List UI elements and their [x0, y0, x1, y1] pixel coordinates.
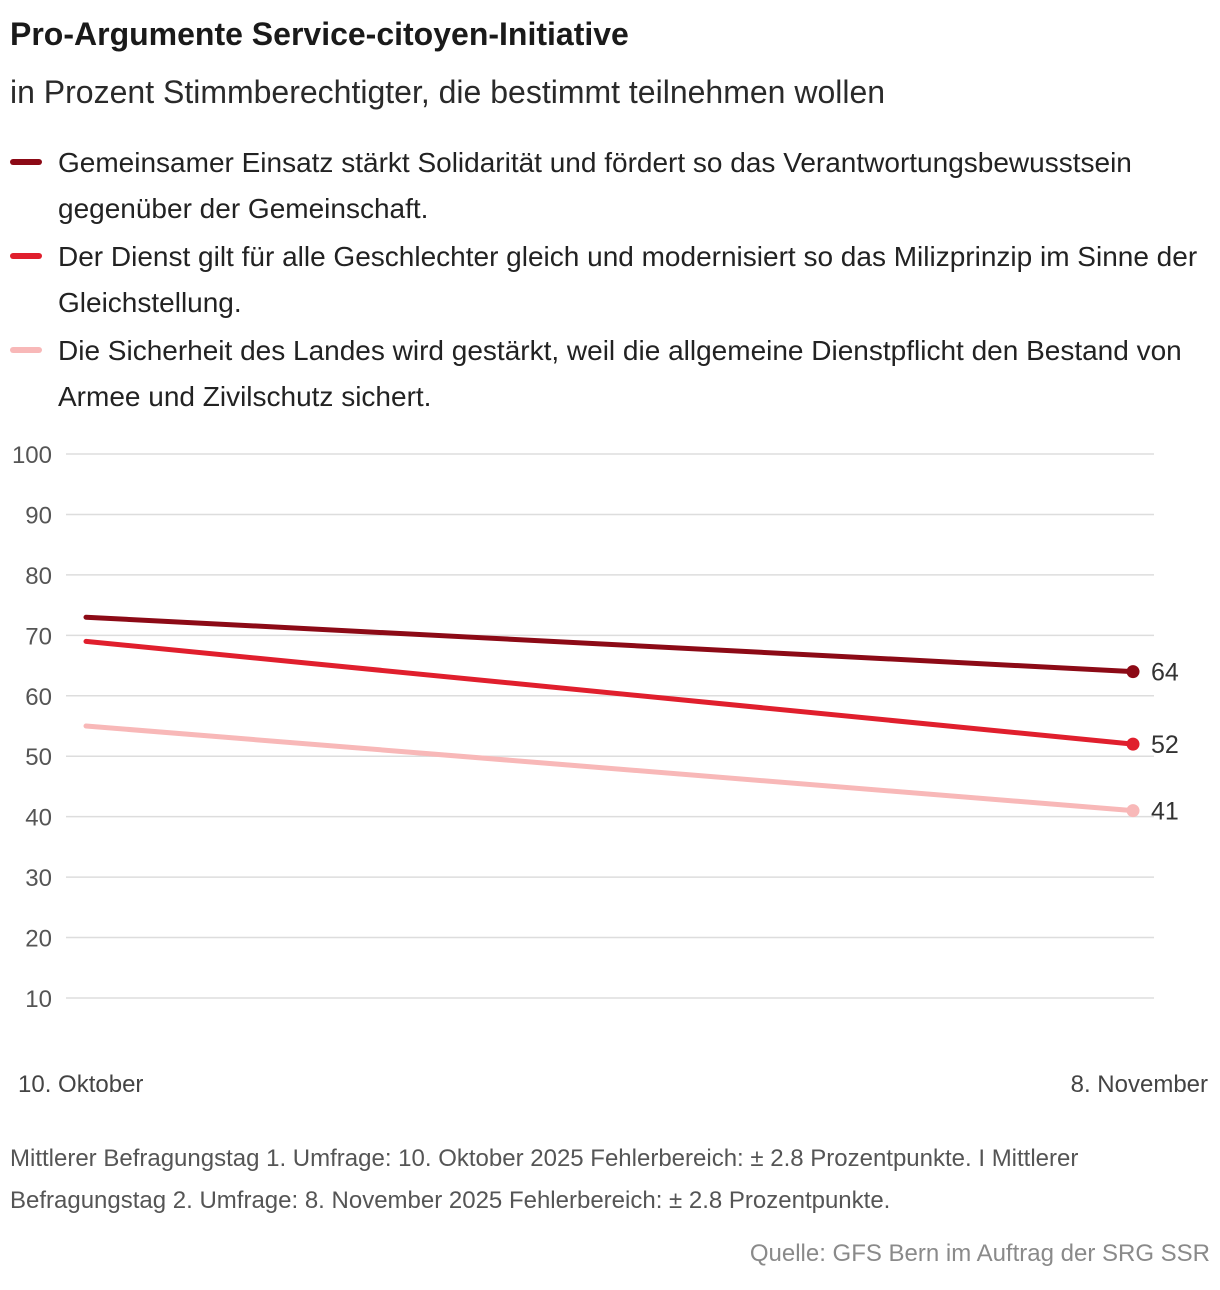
legend-label-1: Gemeinsamer Einsatz stärkt Solidarität u… [58, 147, 1132, 224]
y-tick-label-20: 20 [25, 926, 52, 953]
series-end-label-1: 64 [1151, 659, 1179, 687]
y-tick-label-80: 80 [25, 563, 52, 590]
source-note: Quelle: GFS Bern im Auftrag der SRG SSR [749, 1240, 1210, 1267]
series-line-1 [83, 614, 1136, 675]
y-tick-label-60: 60 [25, 684, 52, 711]
y-tick-label-30: 30 [25, 865, 52, 892]
y-tick-label-90: 90 [25, 502, 52, 529]
series-endpoint-3 [1126, 804, 1140, 818]
legend-label-2: Der Dienst gilt für alle Geschlechter gl… [58, 241, 1198, 318]
legend-label-3: Die Sicherheit des Landes wird gestärkt,… [58, 335, 1182, 412]
legend-item-3: Die Sicherheit des Landes wird gestärkt,… [10, 328, 1200, 420]
y-tick-label-70: 70 [25, 623, 52, 650]
x-tick-label-start: 10. Oktober [18, 1071, 143, 1098]
series-line-3 [83, 723, 1136, 814]
legend-swatch-2 [10, 253, 42, 259]
legend-swatch-1 [10, 159, 42, 165]
x-tick-label-end: 8. November [1071, 1071, 1208, 1098]
series-line-2 [83, 638, 1136, 747]
series-end-label-3: 41 [1151, 798, 1179, 826]
series-endpoint-1 [1126, 665, 1140, 679]
chart-subtitle: in Prozent Stimmberechtigter, die bestim… [10, 74, 886, 110]
y-tick-label-50: 50 [25, 744, 52, 771]
legend-item-1: Gemeinsamer Einsatz stärkt Solidarität u… [10, 140, 1200, 232]
y-tick-label-40: 40 [25, 805, 52, 832]
y-tick-label-10: 10 [25, 986, 52, 1013]
legend: Gemeinsamer Einsatz stärkt Solidarität u… [10, 140, 1200, 422]
line-chart: 100 90 80 70 60 50 40 30 20 10 10. Oktober 8. Novem… [12, 442, 1208, 1098]
legend-item-2: Der Dienst gilt für alle Geschlechter gl… [10, 234, 1200, 326]
series-endpoint-2 [1126, 737, 1140, 751]
footnote: Mittlerer Befragungstag 1. Umfrage: 10. … [10, 1145, 1079, 1214]
chart-title: Pro-Argumente Service-citoyen-Initiative [10, 16, 629, 52]
series-end-label-2: 52 [1151, 731, 1179, 759]
y-tick-label-100: 100 [12, 442, 52, 469]
legend-swatch-3 [10, 347, 42, 353]
